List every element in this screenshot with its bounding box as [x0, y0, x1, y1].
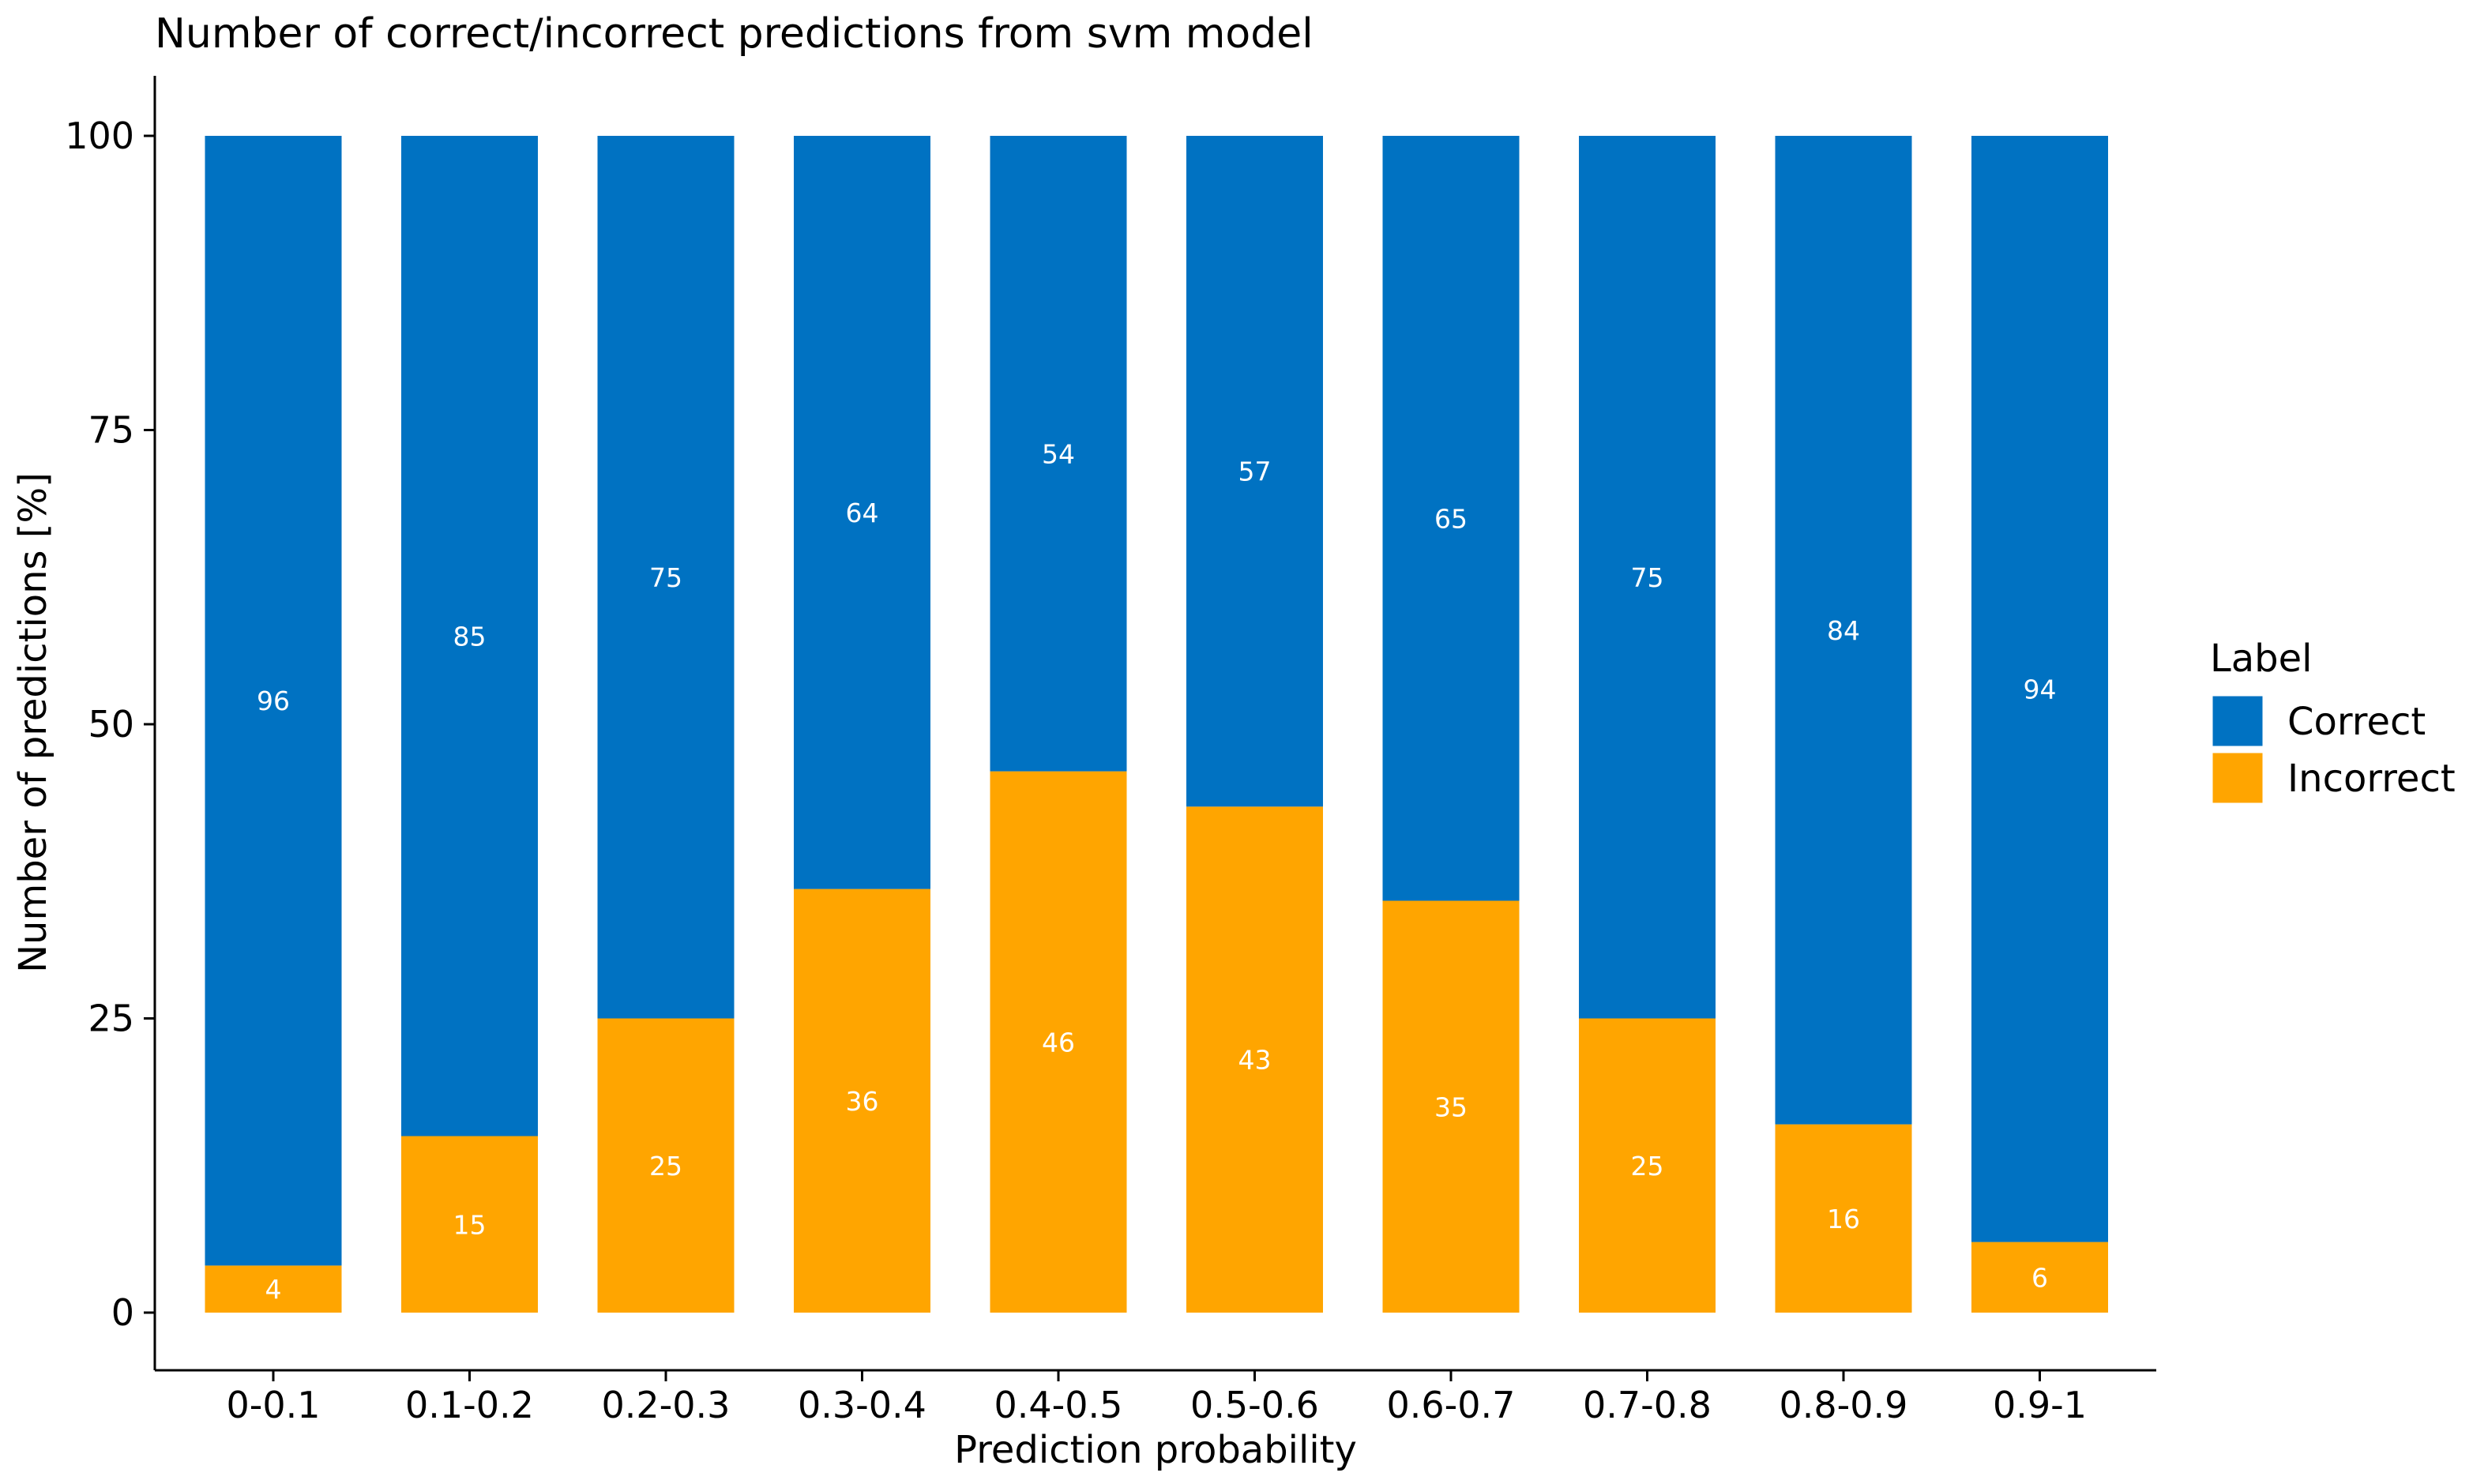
bar-incorrect-0-0.1 — [205, 1265, 342, 1313]
data-label-correct-0-0.1: 96 — [257, 686, 290, 716]
bar-correct-0.5-0.6 — [1186, 136, 1323, 807]
x-tick-label-0.9-1: 0.9-1 — [1993, 1384, 2087, 1426]
data-label-correct-0.6-0.7: 65 — [1434, 503, 1468, 534]
bar-incorrect-0.7-0.8 — [1579, 1018, 1716, 1313]
data-label-correct-0.1-0.2: 85 — [453, 621, 487, 652]
x-tick-label-0.7-0.8: 0.7-0.8 — [1583, 1384, 1712, 1426]
data-label-correct-0.9-1: 94 — [2024, 674, 2057, 704]
x-tick-label-0.2-0.3: 0.2-0.3 — [602, 1384, 731, 1426]
x-tick-label-0-0.1: 0-0.1 — [226, 1384, 320, 1426]
data-label-correct-0.5-0.6: 57 — [1238, 456, 1272, 487]
data-label-incorrect-0.7-0.8: 25 — [1631, 1151, 1664, 1182]
data-label-incorrect-0.8-0.9: 16 — [1827, 1204, 1860, 1234]
bar-incorrect-0.6-0.7 — [1382, 900, 1520, 1313]
y-tick-label-25: 25 — [88, 997, 134, 1040]
y-axis-title: Number of predictions [%] — [11, 472, 55, 973]
y-ticks: 0 25 50 75 100 — [65, 115, 155, 1334]
bar-correct-0.6-0.7 — [1382, 136, 1520, 901]
bar-incorrect-0.5-0.6 — [1186, 806, 1323, 1313]
chart-title: Number of correct/incorrect predictions … — [155, 10, 1314, 58]
bar-correct-0.2-0.3 — [597, 136, 735, 1019]
x-tick-label-0.4-0.5: 0.4-0.5 — [994, 1384, 1123, 1426]
y-tick-label-50: 50 — [88, 703, 134, 746]
bar-correct-0.8-0.9 — [1775, 136, 1912, 1125]
x-tick-label-0.1-0.2: 0.1-0.2 — [405, 1384, 534, 1426]
x-tick-label-0.5-0.6: 0.5-0.6 — [1190, 1384, 1319, 1426]
bar-correct-0.4-0.5 — [990, 136, 1127, 772]
x-tick-label-0.6-0.7: 0.6-0.7 — [1387, 1384, 1516, 1426]
y-tick-label-75: 75 — [88, 409, 134, 452]
data-label-incorrect-0.6-0.7: 35 — [1434, 1091, 1468, 1122]
bar-correct-0.3-0.4 — [794, 136, 930, 889]
data-label-incorrect-0-0.1: 4 — [265, 1274, 282, 1305]
bar-incorrect-0.4-0.5 — [990, 771, 1127, 1313]
data-label-correct-0.7-0.8: 75 — [1631, 562, 1664, 593]
bar-incorrect-0.2-0.3 — [597, 1018, 735, 1313]
legend-title: Label — [2210, 637, 2313, 681]
data-label-incorrect-0.4-0.5: 46 — [1042, 1027, 1075, 1058]
legend-items: Correct Incorrect — [2210, 693, 2456, 806]
data-label-correct-0.2-0.3: 75 — [649, 562, 682, 593]
bar-incorrect-0.9-1 — [1971, 1242, 2108, 1313]
data-label-correct-0.4-0.5: 54 — [1042, 438, 1075, 469]
bar-correct-0-0.1 — [205, 136, 342, 1266]
x-tick-label-0.8-0.9: 0.8-0.9 — [1780, 1384, 1908, 1426]
bar-correct-0.7-0.8 — [1579, 136, 1716, 1019]
data-label-incorrect-0.5-0.6: 43 — [1238, 1045, 1272, 1076]
x-tick-label-0.3-0.4: 0.3-0.4 — [798, 1384, 926, 1426]
legend-label-correct: Correct — [2287, 700, 2426, 744]
legend: Label Correct Incorrect — [2210, 637, 2456, 806]
data-label-incorrect-0.9-1: 6 — [2031, 1262, 2048, 1293]
data-label-correct-0.3-0.4: 64 — [846, 498, 879, 528]
legend-key-incorrect — [2210, 750, 2265, 806]
bar-incorrect-0.8-0.9 — [1775, 1124, 1912, 1313]
data-labels-layer: 4 96 15 85 25 75 36 64 46 54 43 57 35 65 25 75 16 84 6 94 — [257, 438, 2057, 1305]
data-label-incorrect-0.3-0.4: 36 — [846, 1086, 879, 1117]
bars-layer — [205, 136, 2108, 1313]
data-label-correct-0.8-0.9: 84 — [1827, 615, 1860, 646]
x-axis-title: Prediction probability — [954, 1428, 1357, 1472]
legend-key-correct — [2210, 693, 2265, 749]
bar-correct-0.1-0.2 — [401, 136, 538, 1136]
data-label-incorrect-0.2-0.3: 25 — [649, 1151, 682, 1182]
y-tick-label-100: 100 — [65, 115, 134, 157]
y-tick-label-0: 0 — [111, 1291, 134, 1334]
bar-incorrect-0.3-0.4 — [794, 889, 930, 1313]
legend-label-incorrect: Incorrect — [2287, 757, 2456, 801]
bar-incorrect-0.1-0.2 — [401, 1136, 538, 1313]
bar-correct-0.9-1 — [1971, 136, 2108, 1242]
x-ticks: 0-0.1 0.1-0.2 0.2-0.3 0.3-0.4 0.4-0.5 0.5-0.6… — [226, 1370, 2087, 1426]
data-label-incorrect-0.1-0.2: 15 — [453, 1209, 487, 1240]
